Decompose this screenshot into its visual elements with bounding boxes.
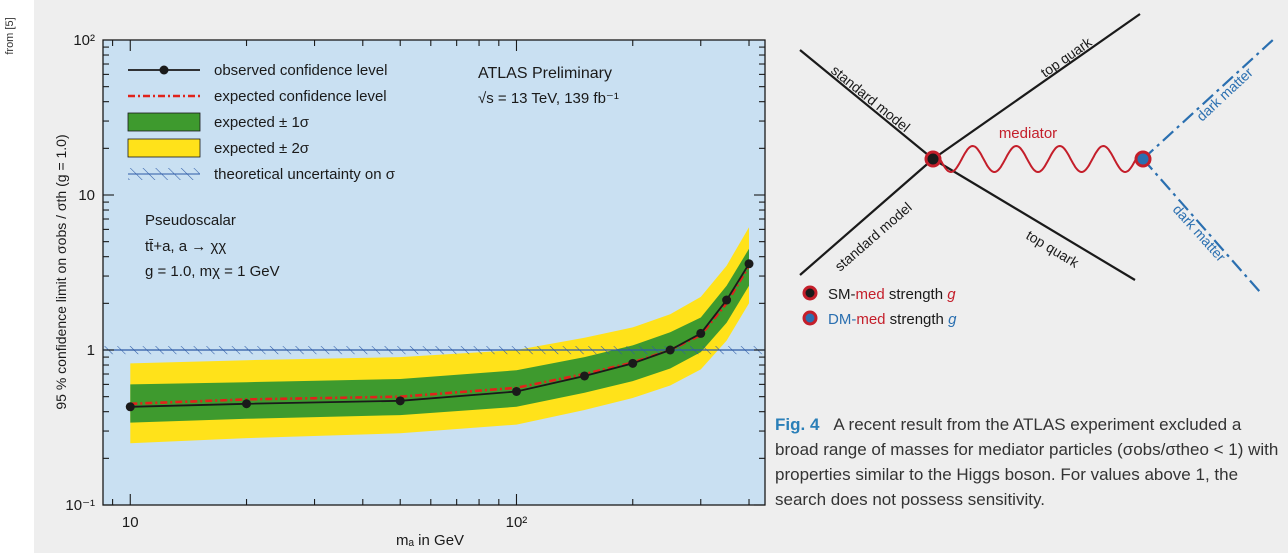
observed-point	[744, 259, 754, 269]
observed-point	[628, 358, 638, 368]
legend-label: expected ± 1σ	[214, 114, 310, 131]
legend-label: observed confidence level	[214, 62, 387, 79]
legend-sm-prefix: SM-	[828, 286, 856, 303]
legend-label: theoretical uncertainty on σ	[214, 166, 396, 183]
series-observed-line	[130, 263, 750, 408]
diagram-legend-sm: SM-med strength g	[802, 285, 956, 303]
sm-line-upper	[799, 49, 934, 160]
label-dark-matter-lower: dark matter	[1170, 201, 1229, 265]
caption-text: A recent result from the ATLAS experimen…	[775, 415, 1279, 509]
legend-swatch-1sigma	[127, 112, 201, 132]
y-tick-label: 10	[78, 187, 95, 204]
diagram-legend-dm: DM-med strength g	[802, 310, 957, 328]
label-dark-matter-upper: dark matter	[1193, 64, 1256, 124]
legend-swatch-observed-dot	[159, 65, 169, 75]
y-tick-label: 10⁻¹	[65, 497, 95, 514]
annotation-process: tt̄+a, a → χχ	[145, 238, 226, 255]
dark-matter-line-lower	[1142, 158, 1261, 293]
series-expected-line	[130, 265, 751, 406]
dm-mediator-vertex	[1134, 150, 1152, 168]
label-top-quark-upper: top quark	[1038, 33, 1096, 80]
observed-point	[696, 328, 706, 338]
legend-label: expected ± 2σ	[214, 140, 310, 157]
legend-swatch-2sigma	[127, 138, 201, 158]
legend-label: expected confidence level	[214, 88, 387, 105]
legend-dm-g: g	[948, 311, 957, 328]
top-quark-line-upper	[932, 13, 1141, 160]
sm-line-lower	[799, 158, 934, 276]
sm-mediator-vertex	[924, 150, 942, 168]
annotation-experiment: ATLAS Preliminary	[478, 65, 612, 82]
legend-dm-med: med	[856, 311, 885, 328]
legend-dm-prefix: DM-	[828, 311, 856, 328]
annotation-params: g = 1.0, mχ = 1 GeV	[145, 263, 280, 280]
top-quark-line-lower	[932, 158, 1136, 281]
y-axis-label: 95 % confidence limit on σobs / σth (g =…	[53, 134, 69, 409]
svg-text:SM-med strength g: SM-med strength g	[828, 286, 956, 303]
mediator-line	[939, 144, 1137, 174]
legend-dm-suffix: strength	[886, 311, 949, 328]
feynman-diagram: standard model standard model top quark …	[799, 13, 1276, 328]
label-mediator: mediator	[999, 125, 1057, 142]
band-1sigma	[130, 248, 750, 423]
annotation-model: Pseudoscalar	[145, 212, 236, 229]
label-standard-model-upper: standard model	[828, 62, 913, 135]
svg-text:DM-med strength g: DM-med strength g	[828, 311, 957, 328]
limit-chart: 10⁻¹ 1 10 10² 10 10² observed confidence leve…	[53, 32, 766, 549]
x-axis-label: mₐ in GeV	[396, 532, 464, 549]
legend-sm-g: g	[947, 286, 956, 303]
y-tick-label: 10²	[73, 32, 95, 49]
legend-sm-suffix: strength	[885, 286, 948, 303]
legend-sm-med: med	[856, 286, 885, 303]
observed-point	[722, 295, 732, 305]
observed-point	[395, 396, 405, 406]
y-tick-label: 1	[87, 342, 95, 359]
dark-matter-line-upper	[1142, 37, 1276, 160]
annotation-energy: √s = 13 TeV, 139 fb⁻¹	[478, 90, 619, 107]
x-tick-label: 10²	[506, 514, 528, 531]
observed-point	[511, 386, 521, 396]
observed-point	[242, 399, 252, 409]
observed-point	[665, 345, 675, 355]
observed-point	[579, 371, 589, 381]
caption-figure-number: Fig. 4	[775, 415, 820, 434]
observed-point	[125, 402, 135, 412]
x-tick-label: 10	[122, 514, 139, 531]
label-top-quark-lower: top quark	[1023, 227, 1082, 271]
